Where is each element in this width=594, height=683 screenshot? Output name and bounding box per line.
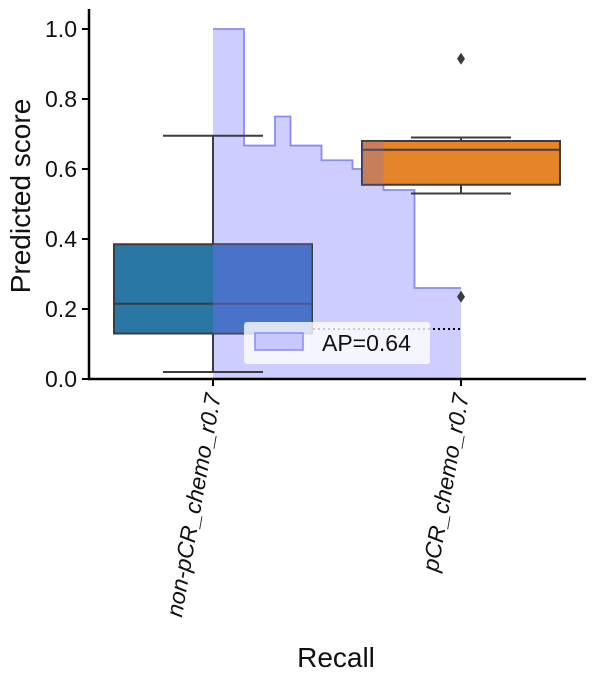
y-tick-label: 0.4 [45,226,77,252]
y-axis-title: Predicted score [5,99,36,294]
boxplot-layer [113,52,561,373]
y-tick-label: 0.0 [45,366,77,392]
y-tick-label: 0.8 [45,86,77,112]
legend: AP=0.64 [244,322,430,364]
box-non-pCR_chemo_r0.7 [113,134,313,373]
y-tick-label: 1.0 [45,16,77,42]
legend-label: AP=0.64 [322,330,411,356]
legend-swatch [254,332,304,351]
pr-overlap-shade [213,244,312,334]
x-tick-label: pCR_chemo_r0.7 [417,390,474,574]
outlier-point [457,290,465,303]
x-axis-title: Recall [297,642,375,673]
box-pCR_chemo_r0.7 [361,52,561,303]
box-iqr [113,243,313,335]
y-tick-label: 0.6 [45,156,77,182]
pr-step-line [213,28,461,289]
y-tick-label: 0.2 [45,296,77,322]
x-tick-label: non-pCR_chemo_r0.7 [161,390,226,619]
box-iqr [361,140,561,186]
outlier-point [457,52,465,65]
pr-overlap-shade [362,141,384,185]
